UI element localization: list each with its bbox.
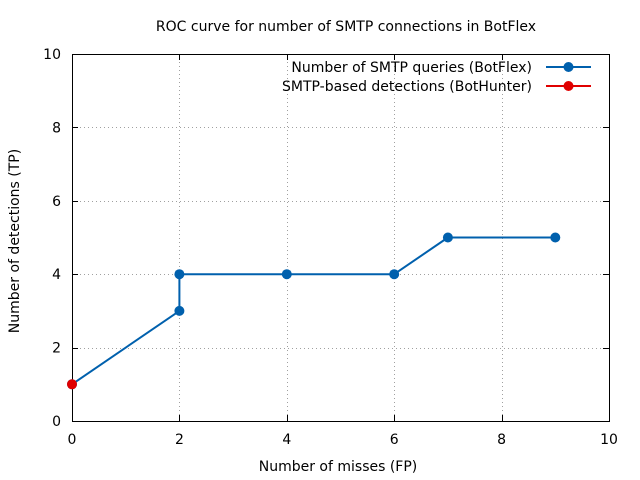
data-series (67, 232, 561, 390)
legend: Number of SMTP queries (BotFlex) SMTP-bas… (282, 60, 591, 95)
x-tick-label: 8 (497, 432, 506, 448)
x-tick-label: 6 (390, 432, 399, 448)
series-1 (67, 232, 561, 390)
data-point (442, 232, 453, 243)
series-2 (67, 379, 77, 390)
y-tick-label: 10 (43, 47, 61, 63)
y-tick-label: 4 (52, 267, 61, 283)
data-point (550, 232, 561, 243)
y-tick-label: 6 (52, 194, 61, 210)
y-tick-label: 0 (52, 414, 61, 430)
data-point (174, 269, 185, 280)
y-axis-label: Number of detections (TP) (7, 149, 23, 333)
data-point (67, 379, 77, 390)
chart-title: ROC curve for number of SMTP connections… (156, 19, 536, 35)
data-point (389, 269, 400, 280)
plot-frame (72, 54, 610, 422)
x-tick-label: 10 (600, 432, 618, 448)
data-point (174, 305, 185, 316)
legend-marker (563, 62, 574, 72)
legend-label: SMTP-based detections (BotHunter) (282, 79, 532, 95)
x-tick-label: 0 (68, 432, 77, 448)
y-tick-label: 8 (52, 120, 61, 136)
legend-marker (563, 81, 574, 91)
y-tick-label: 2 (52, 341, 61, 357)
x-axis-label: Number of misses (FP) (259, 459, 418, 475)
legend-entry: Number of SMTP queries (BotFlex) (291, 60, 591, 76)
series-line (71, 236, 556, 386)
x-tick-label: 2 (175, 432, 184, 448)
data-point (281, 269, 292, 280)
legend-entry: SMTP-based detections (BotHunter) (282, 79, 591, 95)
legend-label: Number of SMTP queries (BotFlex) (291, 60, 532, 76)
x-tick-label: 4 (282, 432, 291, 448)
axis-ticks: 0 2 4 6 8 10 0 2 4 6 8 10 (43, 47, 618, 448)
